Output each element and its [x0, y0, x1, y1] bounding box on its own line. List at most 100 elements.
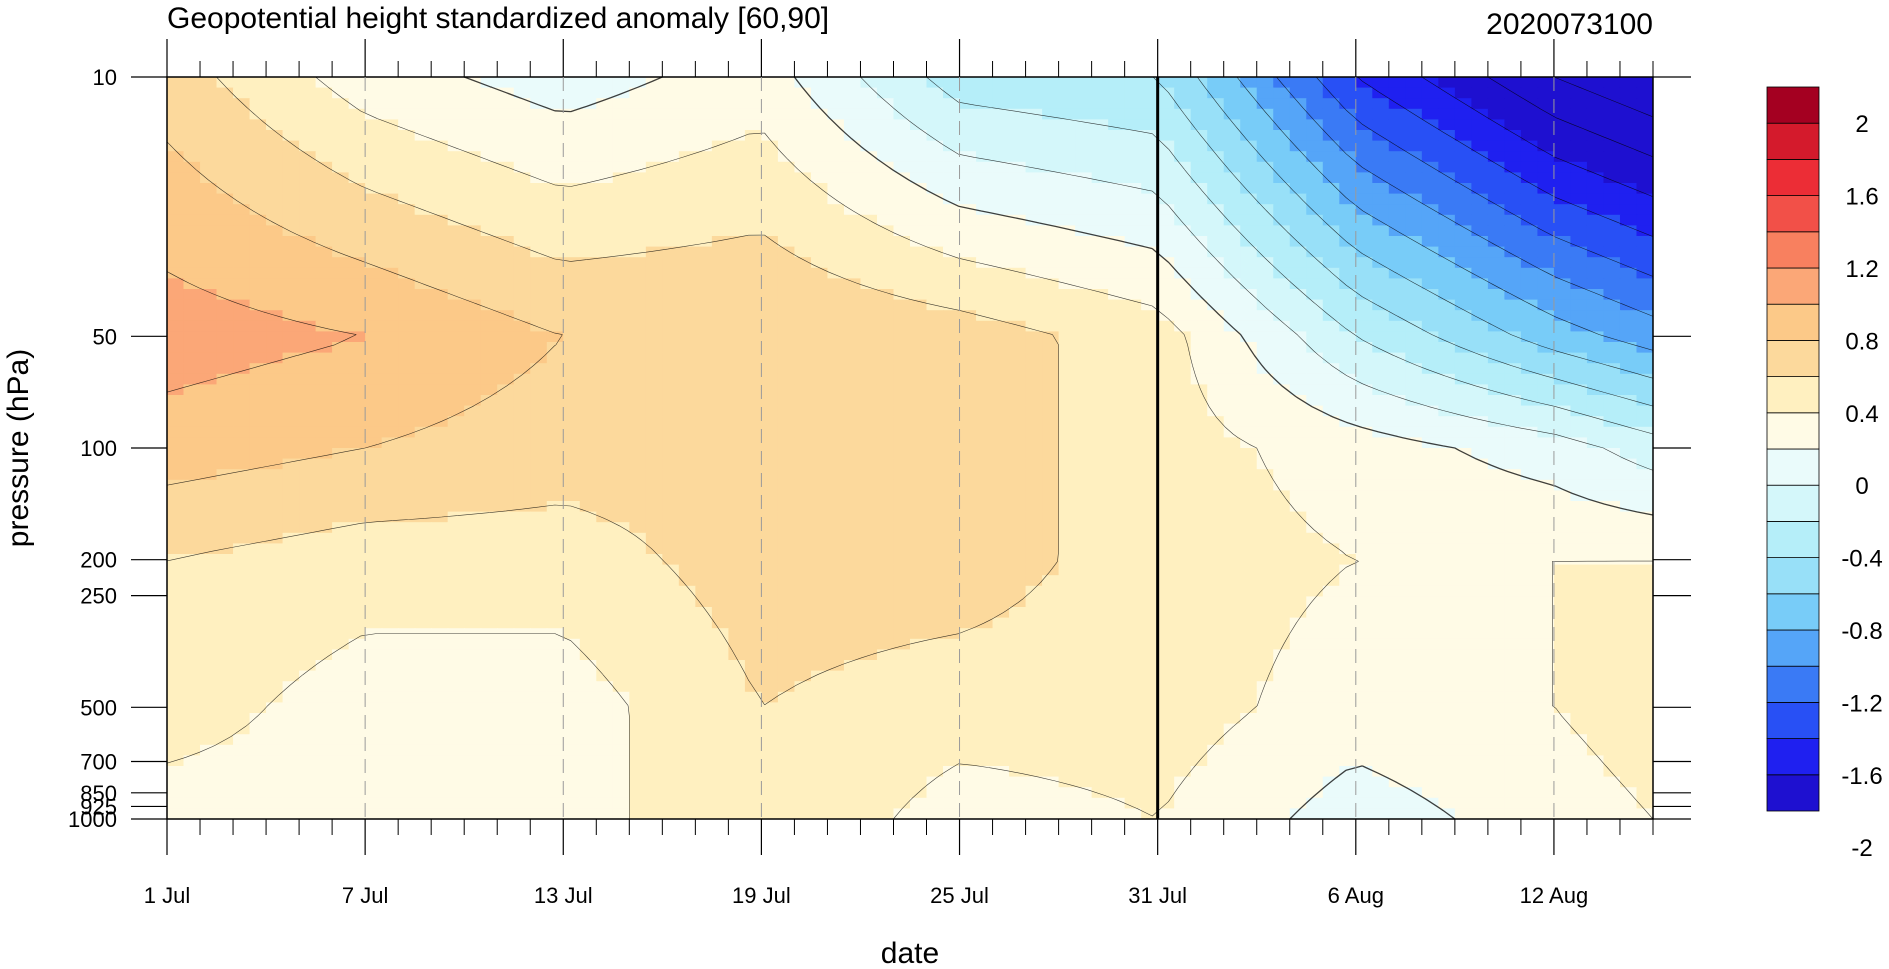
- contour-cell: [662, 204, 680, 216]
- contour-cell: [629, 522, 647, 534]
- contour-cell: [266, 193, 284, 205]
- contour-cell: [761, 469, 779, 481]
- contour-cell: [711, 257, 729, 269]
- contour-cell: [447, 649, 465, 661]
- contour-cell: [1306, 638, 1324, 650]
- contour-cell: [943, 257, 961, 269]
- contour-cell: [183, 119, 201, 131]
- contour-cell: [414, 532, 432, 544]
- contour-cell: [645, 426, 663, 438]
- contour-cell: [910, 395, 928, 407]
- contour-cell: [1405, 267, 1423, 279]
- contour-cell: [447, 490, 465, 502]
- contour-cell: [1190, 617, 1208, 629]
- contour-cell: [678, 140, 696, 152]
- contour-cell: [1372, 310, 1390, 322]
- contour-cell: [1421, 628, 1439, 640]
- contour-cell: [233, 172, 251, 184]
- contour-cell: [563, 214, 581, 226]
- contour-cell: [1108, 257, 1126, 269]
- contour-cell: [1537, 183, 1555, 195]
- contour-cell: [1124, 575, 1142, 587]
- contour-cell: [1058, 77, 1076, 89]
- contour-cell: [299, 193, 317, 205]
- contour-cell: [1108, 246, 1126, 258]
- contour-cell: [629, 225, 647, 237]
- contour-cell: [1619, 522, 1638, 534]
- contour-cell: [530, 77, 548, 89]
- contour-cell: [216, 649, 234, 661]
- contour-cell: [1520, 87, 1539, 99]
- contour-cell: [1636, 607, 1653, 619]
- contour-cell: [1091, 352, 1109, 364]
- contour-cell: [563, 108, 581, 120]
- contour-cell: [249, 437, 267, 449]
- contour-cell: [497, 363, 515, 375]
- contour-cell: [249, 607, 267, 619]
- contour-cell: [612, 490, 630, 502]
- contour-cell: [249, 660, 267, 672]
- contour-cell: [563, 660, 581, 672]
- contour-cell: [1454, 204, 1472, 216]
- contour-cell: [1009, 98, 1027, 110]
- contour-cell: [497, 140, 515, 152]
- contour-cell: [447, 331, 465, 343]
- contour-cell: [1223, 204, 1241, 216]
- contour-cell: [794, 161, 812, 173]
- contour-cell: [1372, 352, 1390, 364]
- contour-cell: [167, 617, 185, 629]
- contour-cell: [662, 299, 680, 311]
- contour-cell: [794, 448, 812, 460]
- contour-cell: [167, 458, 185, 470]
- contour-cell: [1570, 352, 1588, 364]
- contour-cell: [332, 469, 350, 481]
- contour-cell: [315, 257, 333, 269]
- contour-cell: [744, 628, 762, 640]
- contour-cell: [893, 257, 911, 269]
- contour-cell: [200, 257, 218, 269]
- contour-cell: [1322, 458, 1340, 470]
- contour-cell: [1025, 628, 1043, 640]
- contour-cell: [1504, 310, 1522, 322]
- contour-cell: [1207, 532, 1225, 544]
- contour-cell: [381, 532, 399, 544]
- contour-cell: [1091, 458, 1109, 470]
- contour-cell: [645, 554, 663, 566]
- contour-cell: [695, 98, 713, 110]
- contour-cell: [1438, 649, 1456, 661]
- contour-cell: [810, 98, 829, 110]
- contour-cell: [860, 204, 878, 216]
- contour-cell: [1339, 426, 1357, 438]
- contour-cell: [183, 649, 201, 661]
- contour-cell: [1025, 267, 1043, 279]
- contour-cell: [266, 448, 284, 460]
- contour-cell: [1322, 405, 1340, 417]
- contour-cell: [1223, 458, 1241, 470]
- contour-cell: [1504, 511, 1522, 523]
- contour-cell: [1174, 193, 1192, 205]
- contour-cell: [1454, 490, 1472, 502]
- contour-cell: [1454, 448, 1472, 460]
- contour-cell: [777, 151, 796, 163]
- contour-cell: [1372, 405, 1390, 417]
- contour-cell: [1339, 140, 1357, 152]
- contour-cell: [1306, 310, 1324, 322]
- contour-cell: [1124, 501, 1142, 513]
- contour-cell: [1405, 257, 1423, 269]
- contour-cell: [398, 437, 416, 449]
- contour-cell: [1223, 479, 1241, 491]
- contour-cell: [266, 585, 284, 597]
- contour-cell: [1537, 310, 1555, 322]
- contour-cell: [678, 289, 696, 301]
- contour-cell: [596, 458, 614, 470]
- contour-cell: [299, 638, 317, 650]
- contour-cell: [167, 193, 185, 205]
- contour-cell: [365, 554, 383, 566]
- contour-cell: [777, 638, 796, 650]
- contour-cell: [1603, 638, 1621, 650]
- contour-cell: [1520, 161, 1539, 173]
- contour-cell: [299, 87, 317, 99]
- contour-cell: [414, 564, 432, 576]
- contour-cell: [464, 522, 482, 534]
- contour-cell: [282, 331, 300, 343]
